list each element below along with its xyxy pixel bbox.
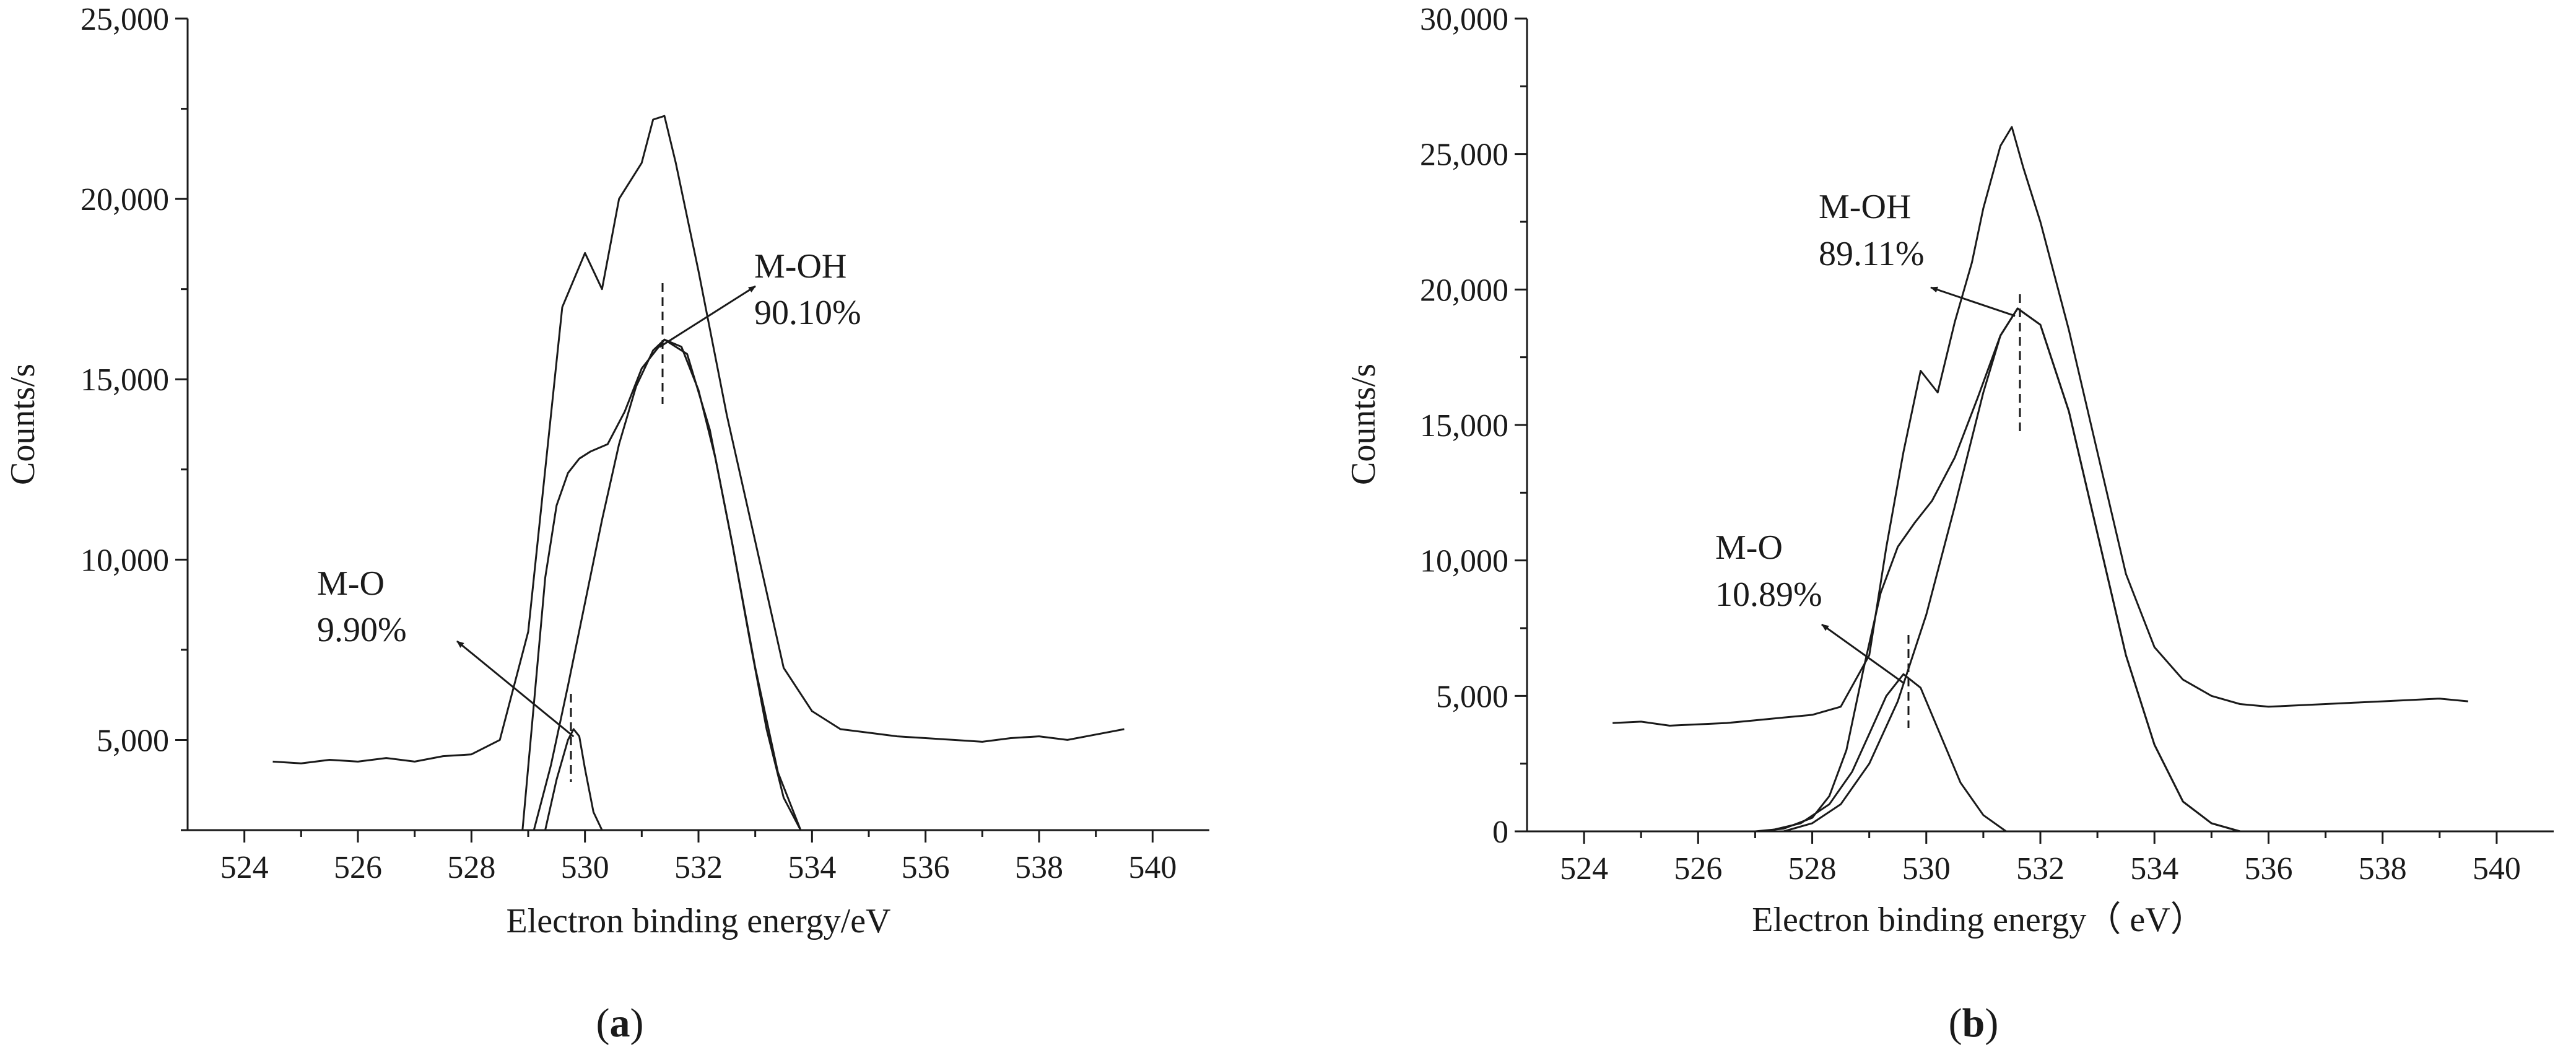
panel-b-x-tick-label: 540 bbox=[2473, 851, 2521, 886]
panel-b-y-tick-label: 5,000 bbox=[1436, 679, 1508, 714]
panel-a-x-tick-label: 530 bbox=[561, 850, 609, 885]
panel-a-raw-spectrum-line bbox=[272, 115, 1125, 764]
panel-a-y-tick-label: 20,000 bbox=[80, 182, 169, 217]
panel-b-y-tick-label: 0 bbox=[1492, 815, 1508, 850]
panel-a-x-axis-label: Electron binding energy/eV bbox=[506, 902, 890, 940]
panel-a-x-tick-label: 536 bbox=[902, 850, 950, 885]
panel-a-m-o-arrow bbox=[456, 640, 575, 738]
panel-b-caption: (b) bbox=[1949, 1000, 1999, 1046]
panel-a-y-tick-label: 5,000 bbox=[97, 723, 169, 758]
panel-b-m-oh-percent: 89.11% bbox=[1819, 235, 1925, 273]
panel-b-x-tick-label: 536 bbox=[2244, 851, 2292, 886]
panel-a-m-o-percent: 9.90% bbox=[317, 611, 407, 649]
panel-a-y-axis-label: Counts/s bbox=[4, 364, 42, 485]
panel-b-m-o-label: M-O bbox=[1715, 528, 1783, 567]
panel-b-envelope-fit-line bbox=[1755, 307, 2240, 833]
panel-b-m-oh-arrow bbox=[1930, 286, 2016, 317]
panel-b-caption-letter: b bbox=[1962, 1000, 1985, 1046]
panel-a-caption-close: ) bbox=[630, 1000, 644, 1046]
panel-a-x-tick-label: 532 bbox=[674, 850, 723, 885]
panel-a-m-oh-arrow bbox=[659, 285, 756, 348]
panel-b-raw-spectrum-line bbox=[1612, 126, 2468, 727]
panel-b-x-tick-label: 534 bbox=[2130, 851, 2178, 886]
panel-a-x-tick-label: 524 bbox=[220, 850, 269, 885]
panel-a-x-tick-label: 526 bbox=[334, 850, 382, 885]
panel-a-envelope-fit-line bbox=[521, 338, 802, 831]
panel-b-x-tick-label: 526 bbox=[1674, 851, 1722, 886]
panel-a-m-oh-percent: 90.10% bbox=[754, 294, 861, 332]
panel-a-annotations: M-OH 90.10% M-O 9.90% bbox=[317, 247, 861, 782]
panel-a-x-ticks: 524 526 528 530 532 534 536 538 540 bbox=[220, 830, 1177, 885]
panel-a-m-o-line bbox=[544, 728, 603, 831]
panel-a-m-o-label: M-O bbox=[317, 564, 385, 603]
panel-b-chart: 524 526 528 530 532 534 536 538 540 0 5,000 10,000… bbox=[1344, 2, 2554, 1046]
panel-b-y-tick-label: 25,000 bbox=[1420, 138, 1508, 173]
panel-a-x-tick-label: 540 bbox=[1128, 850, 1177, 885]
panel-a-x-tick-label: 534 bbox=[788, 850, 836, 885]
panel-a-y-tick-label: 15,000 bbox=[80, 362, 169, 398]
panel-a-m-oh-label: M-OH bbox=[754, 247, 846, 286]
panel-b-m-o-line bbox=[1766, 673, 2007, 833]
panel-a-y-tick-label: 25,000 bbox=[80, 2, 169, 37]
panel-a-x-tick-label: 538 bbox=[1015, 850, 1063, 885]
panel-b-caption-open: ( bbox=[1949, 1000, 1962, 1046]
panel-b-y-tick-label: 30,000 bbox=[1420, 2, 1508, 37]
panel-b-x-tick-label: 524 bbox=[1560, 851, 1608, 886]
panel-b-m-o-arrow bbox=[1821, 623, 1904, 684]
panel-b-annotations: M-OH 89.11% M-O 10.89% bbox=[1715, 188, 2021, 728]
panel-a-chart: 524 526 528 530 532 534 536 538 540 5,000 10,000 1… bbox=[4, 2, 1209, 1046]
panel-b-x-ticks: 524 526 528 530 532 534 536 538 540 bbox=[1560, 831, 2521, 886]
panel-b-m-oh-label: M-OH bbox=[1819, 188, 1911, 226]
panel-b-y-tick-label: 20,000 bbox=[1420, 273, 1508, 308]
panel-b-m-oh-line bbox=[1783, 307, 2240, 833]
panel-b-series-group bbox=[1612, 126, 2468, 833]
panel-b-caption-close: ) bbox=[1985, 1000, 1998, 1046]
panel-b-x-tick-label: 528 bbox=[1788, 851, 1837, 886]
panel-b-y-ticks: 0 5,000 10,000 15,000 20,000 25,000 30,000 bbox=[1420, 2, 1527, 850]
panel-a-caption-open: ( bbox=[596, 1000, 610, 1046]
panel-a-x-tick-label: 528 bbox=[447, 850, 495, 885]
panel-b-y-axis-label: Counts/s bbox=[1344, 364, 1383, 485]
panel-b-x-axis-label: Electron binding energy（ eV） bbox=[1752, 901, 2204, 939]
panel-b-y-tick-label: 15,000 bbox=[1420, 408, 1508, 444]
panel-b-x-tick-label: 530 bbox=[1902, 851, 1951, 886]
panel-a-caption-letter: a bbox=[610, 1000, 630, 1046]
panel-a-y-tick-label: 10,000 bbox=[80, 543, 169, 578]
panel-a-caption: (a) bbox=[596, 1000, 644, 1046]
panel-b-m-o-percent: 10.89% bbox=[1715, 576, 1822, 614]
panel-a-series-group bbox=[272, 115, 1125, 831]
panel-a-m-oh-line bbox=[533, 338, 802, 831]
panel-b-y-tick-label: 10,000 bbox=[1420, 544, 1508, 579]
panel-a-y-ticks: 5,000 10,000 15,000 20,000 25,000 bbox=[80, 2, 188, 831]
panel-b-x-tick-label: 538 bbox=[2359, 851, 2407, 886]
panel-b-x-tick-label: 532 bbox=[2016, 851, 2065, 886]
